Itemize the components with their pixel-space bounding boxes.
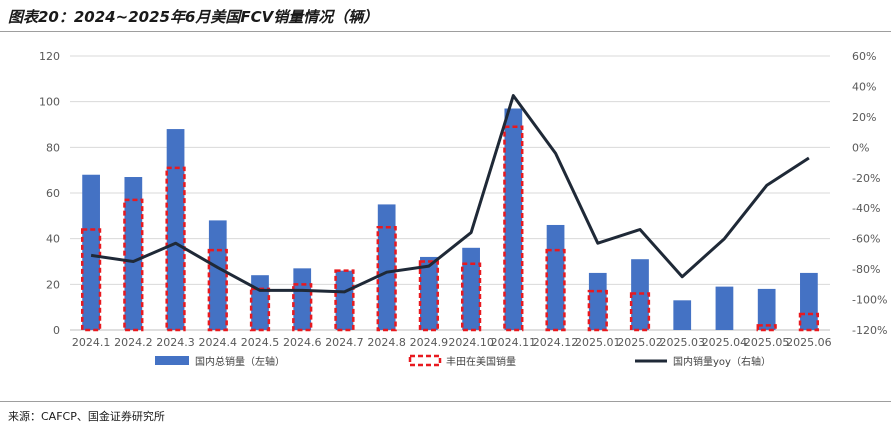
x-tick-label: 2024.2 xyxy=(114,336,153,349)
bar-toyota xyxy=(207,248,228,332)
bar-total xyxy=(124,177,143,330)
right-tick-label: 20% xyxy=(852,111,876,124)
legend-label-toyota: 丰田在美国销量 xyxy=(446,355,516,368)
title-divider xyxy=(0,31,891,32)
x-tick-label: 2025.03 xyxy=(659,336,705,349)
legend-label-total: 国内总销量（左轴） xyxy=(195,355,285,368)
yoy-line xyxy=(90,94,810,294)
bar-toyota xyxy=(80,228,102,332)
x-tick-label: 2024.6 xyxy=(283,336,322,349)
gridlines xyxy=(70,55,830,331)
right-tick-label: -120% xyxy=(852,324,887,337)
legend-label-yoy: 国内销量yoy（右轴） xyxy=(673,355,771,368)
right-tick-label: -40% xyxy=(852,202,880,215)
bar-total xyxy=(208,220,227,330)
x-tick-label: 2024.7 xyxy=(325,336,364,349)
x-tick-label: 2025.01 xyxy=(575,336,621,349)
x-tick-label: 2025.05 xyxy=(744,336,790,349)
left-tick-label: 60 xyxy=(46,187,60,200)
total-sales-bars xyxy=(82,108,818,331)
right-tick-label: -20% xyxy=(852,172,880,185)
x-tick-label: 2025.04 xyxy=(702,336,748,349)
legend: 国内总销量（左轴） 丰田在美国销量 国内销量yoy（右轴） xyxy=(155,354,771,368)
bar-toyota xyxy=(756,324,777,332)
bar-toyota xyxy=(460,262,482,332)
x-tick-label: 2024.1 xyxy=(72,336,111,349)
bar-toyota xyxy=(587,289,608,332)
right-tick-label: -60% xyxy=(852,233,880,246)
bar-total xyxy=(800,272,818,330)
bar-toyota xyxy=(334,269,355,332)
x-tick-label: 2024.8 xyxy=(367,336,406,349)
bar-total xyxy=(504,108,523,331)
x-tick-label: 2024.4 xyxy=(199,336,238,349)
right-tick-label: -100% xyxy=(852,294,887,307)
source-note: 来源：CAFCP、国金证券研究所 xyxy=(8,410,165,423)
legend-swatch-total xyxy=(155,356,189,365)
bar-toyota xyxy=(545,248,566,332)
left-tick-label: 20 xyxy=(46,278,60,291)
left-tick-label: 0 xyxy=(53,324,60,337)
bar-total xyxy=(757,288,776,330)
bar-total xyxy=(335,270,354,330)
bar-toyota xyxy=(418,260,440,332)
yoy-series-line xyxy=(90,94,810,294)
source-divider xyxy=(0,401,891,402)
bar-total xyxy=(377,204,396,330)
right-tick-label: 40% xyxy=(852,80,876,93)
bar-total xyxy=(588,272,607,330)
x-tick-label: 2024.9 xyxy=(410,336,449,349)
left-tick-label: 80 xyxy=(46,141,60,154)
bar-total xyxy=(251,275,269,330)
bar-total xyxy=(420,256,438,330)
x-tick-label: 2025.02 xyxy=(617,336,663,349)
x-tick-label: 2024.11 xyxy=(491,336,537,349)
left-tick-label: 120 xyxy=(39,50,60,63)
left-tick-label: 100 xyxy=(39,96,60,109)
x-axis: 2024.1 2024.2 2024.3 2024.4 2024.5 2024.6 2024… xyxy=(72,336,832,349)
bar-total xyxy=(673,300,692,330)
bar-toyota xyxy=(503,125,524,332)
bar-toyota xyxy=(292,283,313,332)
bar-total xyxy=(715,286,734,330)
bar-toyota xyxy=(123,198,144,332)
x-tick-label: 2024.12 xyxy=(533,336,579,349)
left-tick-label: 40 xyxy=(46,233,60,246)
bar-toyota xyxy=(629,292,651,332)
right-tick-label: -80% xyxy=(852,263,880,276)
toyota-sales-bars xyxy=(80,125,820,332)
left-axis: 0 20 40 60 80 100 120 xyxy=(39,50,60,337)
x-tick-label: 2025.06 xyxy=(786,336,832,349)
x-tick-label: 2024.3 xyxy=(156,336,195,349)
chart-canvas: 0 20 40 60 80 100 120 -120% -100% -80% -60% -40% -2… xyxy=(39,50,887,368)
bar-total xyxy=(82,174,100,330)
right-axis: -120% -100% -80% -60% -40% -20% 0% 20% 40% 60% xyxy=(852,50,887,337)
bar-toyota xyxy=(798,312,820,332)
bar-toyota xyxy=(376,226,397,332)
bar-total xyxy=(462,247,480,330)
right-tick-label: 0% xyxy=(852,141,869,154)
x-tick-label: 2024.5 xyxy=(241,336,280,349)
right-tick-label: 60% xyxy=(852,50,876,63)
bar-total xyxy=(546,224,565,330)
bar-total xyxy=(293,268,312,330)
chart-title: 图表20：2024~2025年6月美国FCV销量情况（辆） xyxy=(8,8,379,26)
bar-total xyxy=(166,129,185,330)
legend-swatch-toyota xyxy=(408,354,442,367)
x-tick-label: 2024.10 xyxy=(448,336,494,349)
